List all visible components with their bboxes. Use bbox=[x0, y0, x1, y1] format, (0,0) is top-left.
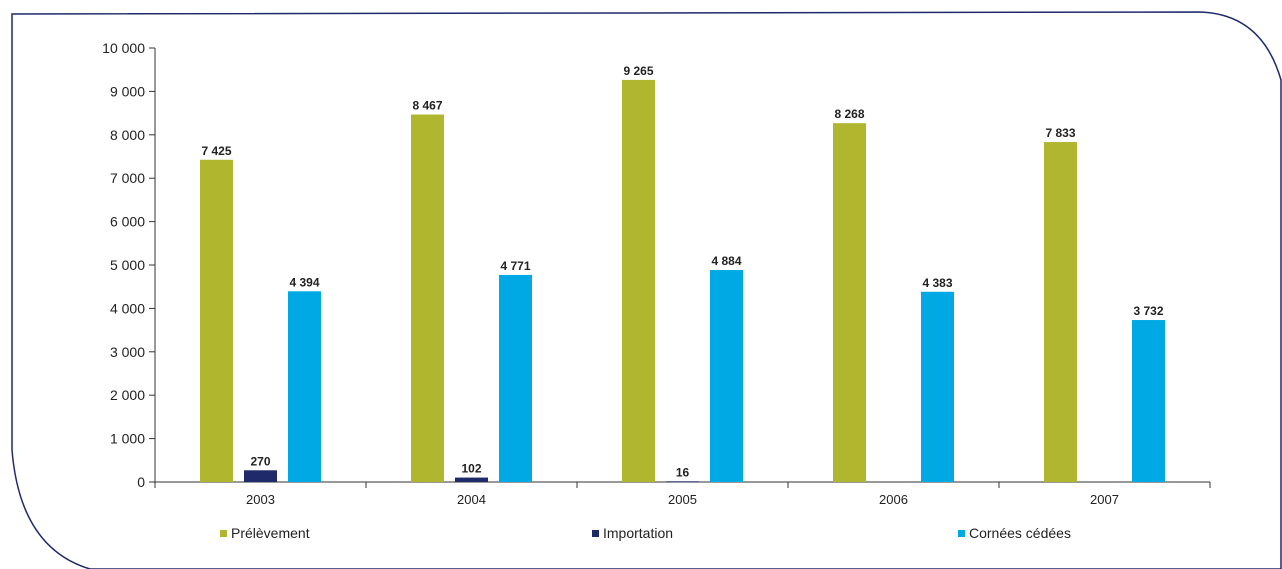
legend: Prélèvement Importation Cornées cédées bbox=[220, 525, 1071, 541]
data-label: 9 265 bbox=[623, 64, 653, 78]
y-tick-label: 5 000 bbox=[110, 257, 145, 273]
bar bbox=[666, 481, 699, 483]
x-tick-label: 2004 bbox=[457, 492, 486, 507]
legend-swatch bbox=[958, 530, 965, 537]
y-tick-label: 7 000 bbox=[110, 170, 145, 186]
y-tick-label: 1 000 bbox=[110, 431, 145, 447]
data-label: 16 bbox=[676, 465, 690, 479]
y-tick-label: 10 000 bbox=[102, 40, 145, 56]
legend-swatch bbox=[220, 530, 227, 537]
y-tick-label: 9 000 bbox=[110, 83, 145, 99]
x-tick-label: 2006 bbox=[879, 492, 908, 507]
legend-label: Prélèvement bbox=[231, 525, 310, 541]
data-label: 4 771 bbox=[500, 259, 530, 273]
bar bbox=[1132, 320, 1165, 482]
bar bbox=[833, 123, 866, 483]
bar bbox=[244, 470, 277, 482]
data-label: 4 884 bbox=[711, 254, 741, 268]
y-tick-label: 2 000 bbox=[110, 387, 145, 403]
axes: 0 1 000 2 000 3 000 4 000 5 000 6 000 7 000 8 00… bbox=[102, 40, 1211, 507]
x-tick-label: 2007 bbox=[1090, 492, 1119, 507]
bar bbox=[455, 477, 488, 482]
bar bbox=[411, 114, 444, 483]
y-tick-label: 3 000 bbox=[110, 344, 145, 360]
bar bbox=[921, 291, 954, 482]
data-labels: 7 425 8 467 9 265 8 268 7 833 270 102 16 4 394 4 … bbox=[201, 64, 1163, 479]
data-label: 7 833 bbox=[1045, 126, 1075, 140]
y-tick-label: 4 000 bbox=[110, 300, 145, 316]
data-label: 270 bbox=[250, 454, 270, 468]
bar bbox=[622, 79, 655, 483]
bars bbox=[200, 79, 1165, 483]
data-label: 3 732 bbox=[1133, 304, 1163, 318]
bar bbox=[1044, 142, 1077, 483]
data-label: 4 383 bbox=[922, 276, 952, 290]
x-tick-label: 2005 bbox=[668, 492, 697, 507]
data-label: 8 467 bbox=[412, 99, 442, 113]
chart-frame bbox=[11, 11, 1282, 569]
data-label: 7 425 bbox=[201, 144, 231, 158]
bar bbox=[200, 159, 233, 482]
y-tick-label: 0 bbox=[137, 474, 145, 490]
bar bbox=[288, 291, 321, 482]
data-label: 8 268 bbox=[834, 107, 864, 121]
legend-label: Importation bbox=[603, 525, 673, 541]
legend-swatch bbox=[592, 530, 599, 537]
x-tick-label: 2003 bbox=[246, 492, 275, 507]
y-tick-label: 8 000 bbox=[110, 127, 145, 143]
data-label: 4 394 bbox=[289, 275, 319, 289]
data-label: 102 bbox=[461, 462, 481, 476]
y-tick-label: 6 000 bbox=[110, 214, 145, 230]
bar bbox=[710, 270, 743, 482]
legend-label: Cornées cédées bbox=[969, 525, 1071, 541]
bar bbox=[499, 274, 532, 482]
